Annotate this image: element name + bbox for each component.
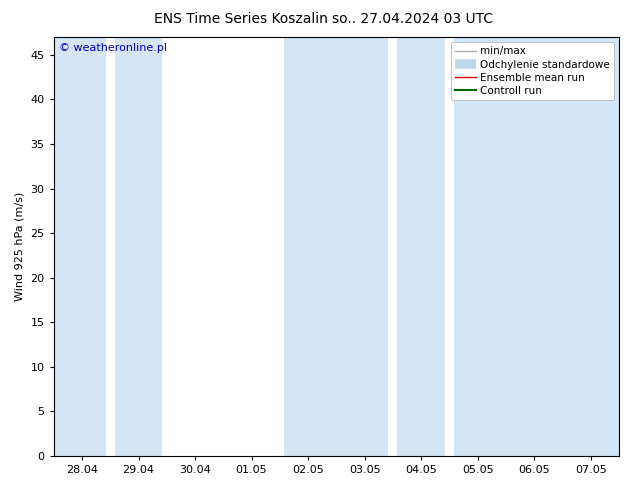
- Y-axis label: Wind 925 hPa (m/s): Wind 925 hPa (m/s): [15, 192, 25, 301]
- Bar: [115, 37, 162, 456]
- Bar: [398, 37, 445, 456]
- Text: so.. 27.04.2024 03 UTC: so.. 27.04.2024 03 UTC: [332, 12, 493, 26]
- Bar: [54, 37, 106, 456]
- Text: ENS Time Series Koszalin: ENS Time Series Koszalin: [154, 12, 328, 26]
- Text: © weatheronline.pl: © weatheronline.pl: [60, 43, 167, 53]
- Bar: [284, 37, 389, 456]
- Legend: min/max, Odchylenie standardowe, Ensemble mean run, Controll run: min/max, Odchylenie standardowe, Ensembl…: [451, 42, 614, 100]
- Bar: [454, 37, 619, 456]
